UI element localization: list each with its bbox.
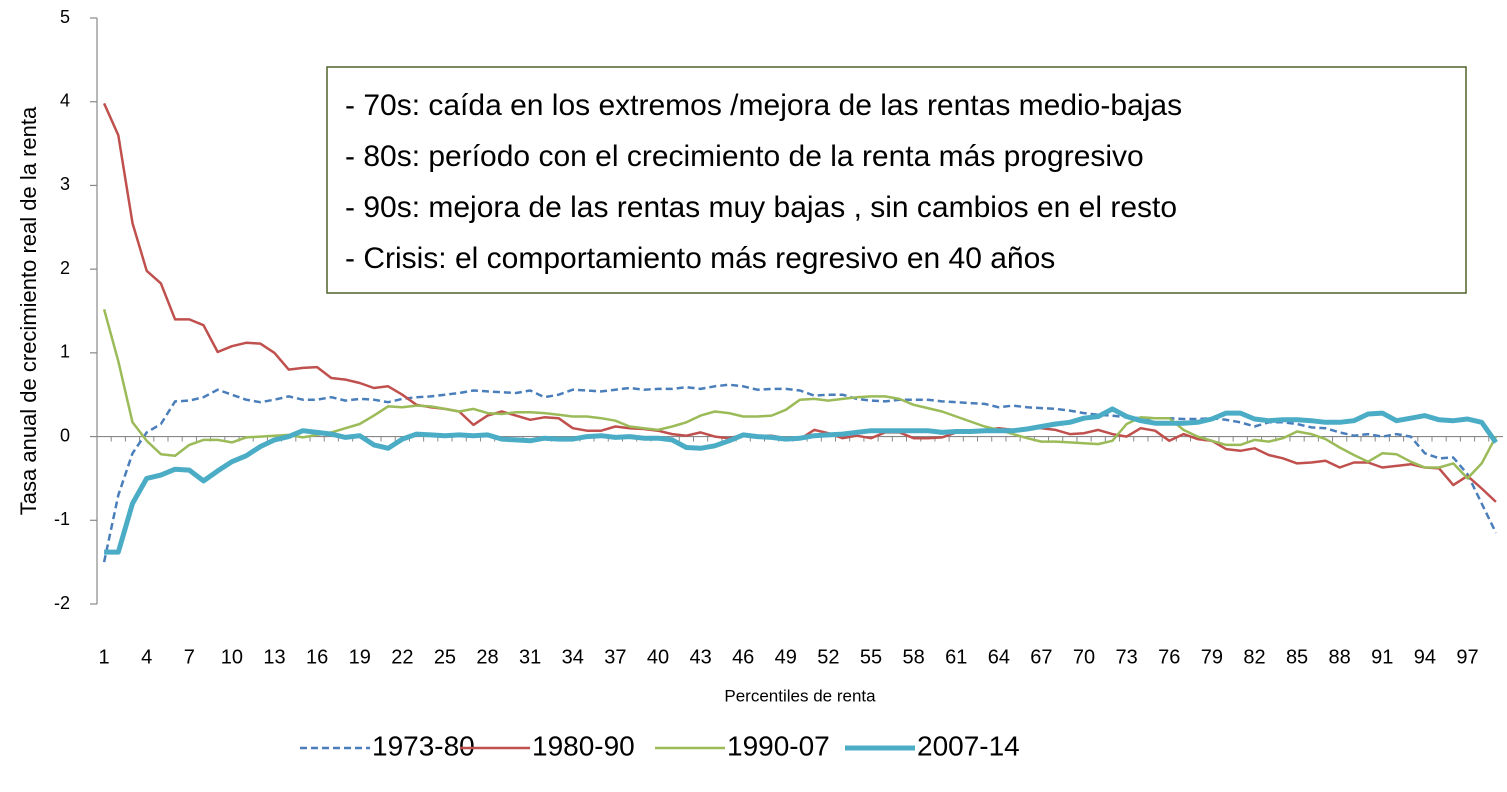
x-tick-label: 34 xyxy=(562,646,584,668)
y-tick-label: 3 xyxy=(60,174,70,194)
x-tick-label: 10 xyxy=(221,646,243,668)
x-tick-label: 88 xyxy=(1329,646,1351,668)
x-tick-label: 73 xyxy=(1116,646,1138,668)
x-tick-label: 97 xyxy=(1456,646,1478,668)
x-tick-label: 64 xyxy=(988,646,1010,668)
legend-label: 1980-90 xyxy=(532,730,635,761)
x-tick-label: 25 xyxy=(434,646,456,668)
x-tick-label: 4 xyxy=(141,646,152,668)
legend-label: 2007-14 xyxy=(917,730,1020,761)
y-tick-label: 0 xyxy=(60,425,70,445)
x-tick-label: 43 xyxy=(689,646,711,668)
legend-label: 1973-80 xyxy=(372,730,475,761)
x-tick-label: 13 xyxy=(263,646,285,668)
x-axis-label: Percentiles de renta xyxy=(724,686,876,705)
y-tick-label: 4 xyxy=(60,90,70,110)
x-tick-label: 55 xyxy=(860,646,882,668)
x-tick-label: 16 xyxy=(306,646,328,668)
y-tick-label: -2 xyxy=(54,593,70,613)
x-tick-label: 7 xyxy=(184,646,195,668)
series-line xyxy=(102,383,1498,563)
series-line xyxy=(104,406,1498,555)
x-tick-label: 61 xyxy=(945,646,967,668)
legend-label: 1990-07 xyxy=(727,730,830,761)
x-tick-label: 76 xyxy=(1158,646,1180,668)
y-axis-label: Tasa anual de crecimiento real de la ren… xyxy=(16,106,41,515)
x-tick-label: 67 xyxy=(1030,646,1052,668)
x-tick-label: 91 xyxy=(1371,646,1393,668)
x-tick-label: 28 xyxy=(476,646,498,668)
x-tick-label: 85 xyxy=(1286,646,1308,668)
x-tick-label: 94 xyxy=(1414,646,1436,668)
annotation-box xyxy=(326,66,1467,294)
x-tick-label: 40 xyxy=(647,646,669,668)
x-tick-label: 79 xyxy=(1201,646,1223,668)
x-tick-label: 46 xyxy=(732,646,754,668)
x-tick-label: 1 xyxy=(99,646,110,668)
x-tick-label: 49 xyxy=(775,646,797,668)
annotation: - Crisis: el comportamiento más regresiv… xyxy=(345,242,1055,275)
x-tick-label: 31 xyxy=(519,646,541,668)
series-line xyxy=(102,308,1498,480)
annotation: - 70s: caída en los extremos /mejora de … xyxy=(345,89,1182,122)
x-tick-label: 82 xyxy=(1243,646,1265,668)
x-tick-label: 52 xyxy=(817,646,839,668)
x-tick-label: 37 xyxy=(604,646,626,668)
y-tick-label: 1 xyxy=(60,342,70,362)
x-tick-label: 22 xyxy=(391,646,413,668)
x-tick-label: 58 xyxy=(902,646,924,668)
y-tick-label: -1 xyxy=(54,509,70,529)
y-tick-label: 5 xyxy=(60,7,70,27)
y-tick-label: 2 xyxy=(60,258,70,278)
x-tick-label: 19 xyxy=(349,646,371,668)
x-tick-label: 70 xyxy=(1073,646,1095,668)
annotation: - 90s: mejora de las rentas muy bajas , … xyxy=(345,191,1177,224)
annotation: - 80s: período con el crecimiento de la … xyxy=(345,140,1144,173)
